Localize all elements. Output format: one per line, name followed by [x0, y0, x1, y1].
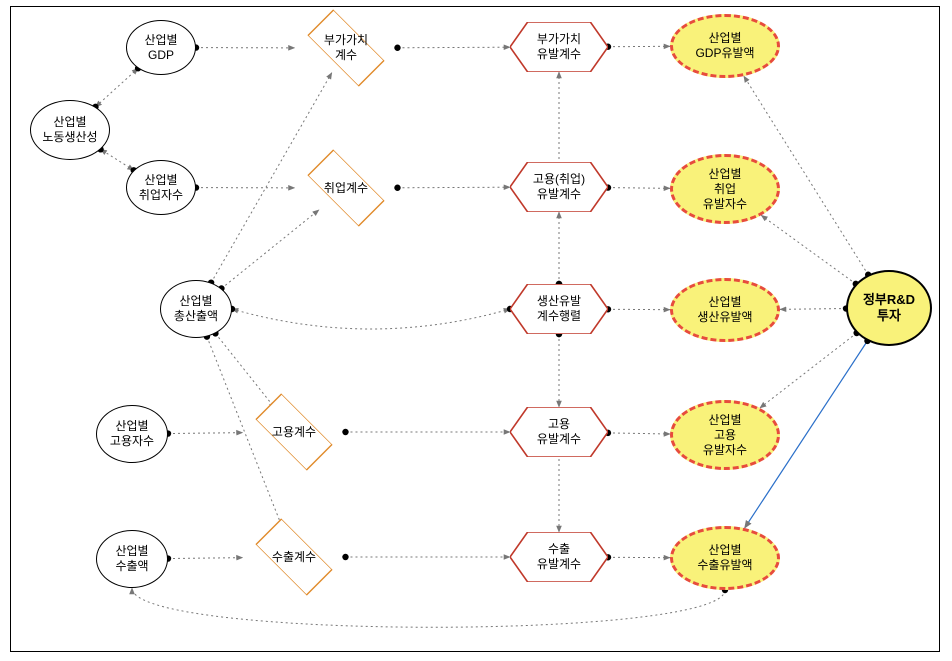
circle-c_labor: 산업별 고용자수 — [96, 405, 168, 463]
circle-c_gdp: 산업별 GDP — [126, 20, 196, 75]
result-r_emp: 산업별 취업 유발자수 — [670, 154, 780, 224]
hex-h_emp: 고용(취업) 유발계수 — [510, 162, 608, 212]
circle-c_exp: 산업별 수출액 — [96, 530, 168, 588]
circle-c_out: 산업별 총산출액 — [160, 280, 232, 338]
diamond-d_exp: 수출계수 — [268, 531, 320, 583]
hex-h_lab: 고용 유발계수 — [510, 407, 608, 457]
diamond-d_lab: 고용계수 — [268, 406, 320, 458]
result-r_lab: 산업별 고용 유발자수 — [670, 400, 780, 470]
result-r_exp: 산업별 수출유발액 — [670, 526, 780, 590]
big-b_rd: 정부R&D 투자 — [846, 270, 932, 346]
diagram-canvas: 산업별 GDP 산업별 노동생산성산업별 취업자수산업별 총산출액산업별 고용자수… — [0, 0, 952, 661]
hex-h_va: 부가가치 유발계수 — [510, 22, 608, 72]
diamond-d_emp: 취업계수 — [320, 162, 372, 214]
circle-c_prod: 산업별 노동생산성 — [30, 100, 110, 160]
circle-c_emp: 산업별 취업자수 — [126, 160, 196, 215]
hex-h_exp: 수출 유발계수 — [510, 532, 608, 582]
result-r_gdp: 산업별 GDP유발액 — [670, 14, 780, 78]
result-r_out: 산업별 생산유발액 — [670, 278, 780, 342]
hex-h_out: 생산유발 계수행렬 — [510, 284, 608, 334]
diamond-d_va: 부가가치 계수 — [320, 22, 372, 74]
